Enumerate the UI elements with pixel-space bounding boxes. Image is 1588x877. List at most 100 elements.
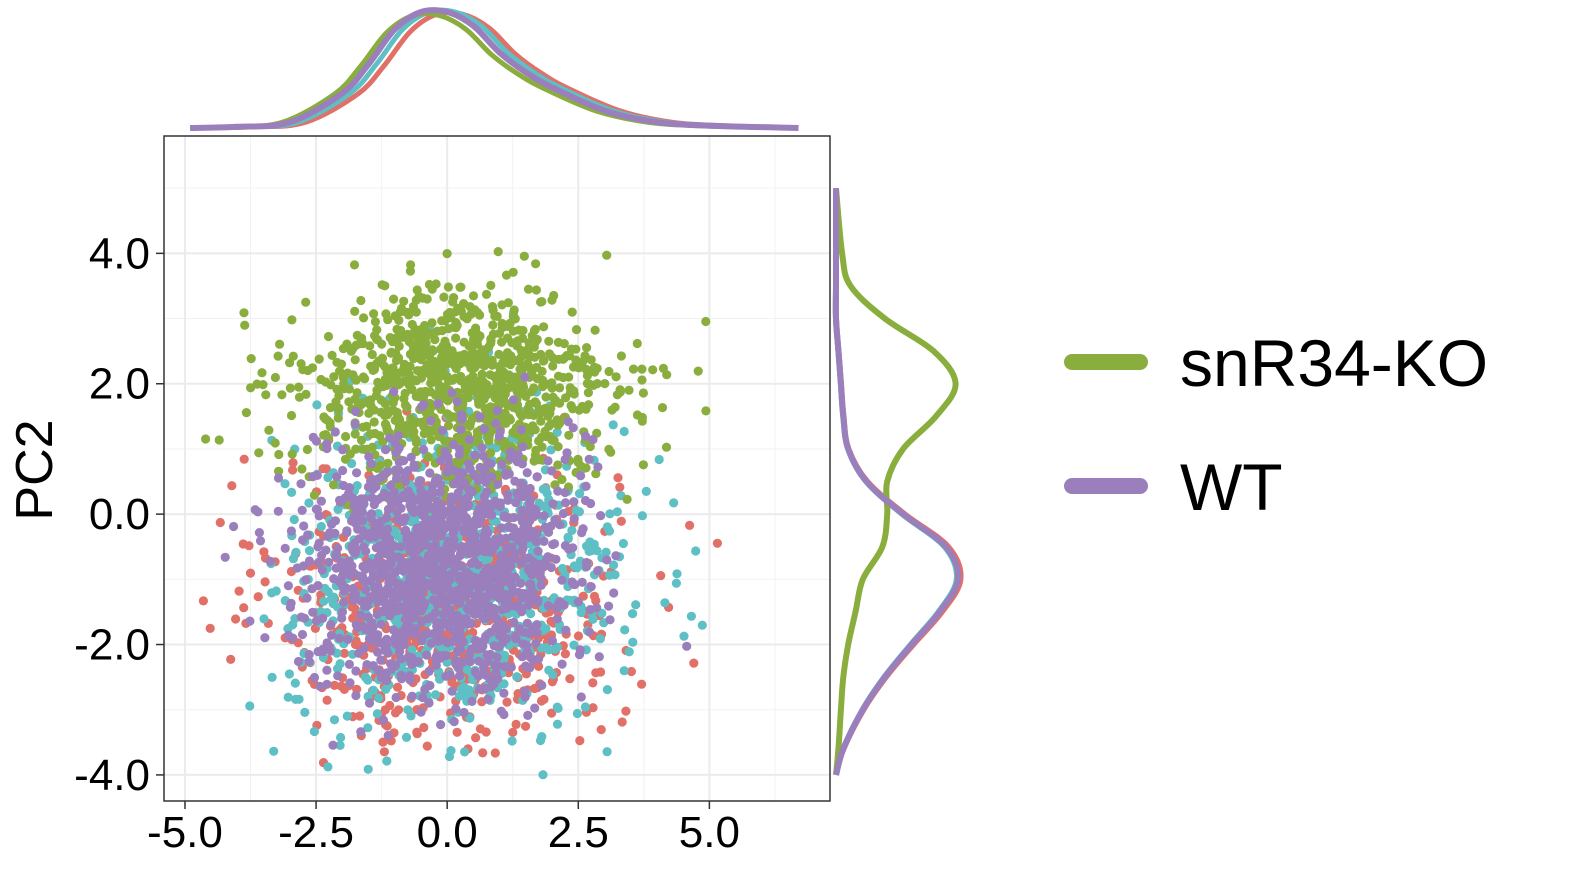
data-point (259, 614, 269, 624)
data-point (536, 405, 547, 416)
data-point (330, 427, 340, 437)
data-point (493, 479, 503, 489)
data-point (429, 551, 439, 561)
data-point (584, 400, 594, 410)
data-point (671, 578, 682, 588)
data-point (516, 425, 527, 435)
data-point (344, 556, 354, 566)
data-point (536, 297, 546, 307)
data-point (584, 379, 595, 389)
data-point (393, 431, 404, 441)
data-point (487, 472, 497, 482)
data-point (376, 395, 386, 405)
data-point (335, 740, 345, 751)
data-point (552, 719, 563, 729)
data-point (296, 359, 306, 369)
data-point (399, 296, 409, 306)
data-point (373, 597, 383, 607)
data-point (524, 628, 534, 639)
data-point (312, 505, 322, 515)
data-point (332, 472, 342, 482)
data-point (464, 485, 474, 495)
data-point (345, 678, 355, 688)
data-point (601, 547, 611, 557)
data-point (691, 546, 701, 556)
data-point (560, 454, 570, 465)
data-point (498, 373, 508, 383)
data-point (351, 666, 361, 676)
data-point (424, 698, 434, 708)
data-point (382, 422, 392, 432)
data-point (550, 397, 560, 407)
data-point (443, 324, 454, 334)
data-point (425, 680, 435, 691)
data-point (409, 460, 419, 470)
data-point (321, 464, 331, 474)
data-point (467, 696, 477, 707)
data-point (351, 406, 361, 417)
data-point (547, 435, 557, 445)
data-point (349, 512, 359, 522)
data-point (452, 523, 462, 533)
data-point (269, 746, 279, 756)
data-point (371, 560, 381, 571)
data-point (425, 468, 435, 478)
data-point (348, 370, 358, 380)
data-point (287, 449, 297, 459)
data-point (506, 447, 516, 457)
data-point (350, 548, 360, 558)
data-point (511, 719, 521, 730)
data-point (427, 502, 437, 512)
data-point (456, 425, 466, 435)
data-point (565, 674, 575, 684)
data-point (254, 528, 264, 538)
data-point (464, 375, 474, 385)
data-point (318, 647, 328, 657)
data-point (512, 672, 522, 682)
marginal-y-curve (832, 188, 960, 776)
data-point (359, 542, 369, 552)
data-point (481, 727, 491, 737)
data-point (500, 650, 510, 660)
data-point (465, 657, 475, 667)
data-point (296, 479, 306, 489)
data-point (385, 700, 395, 711)
data-point (406, 622, 416, 633)
data-point (325, 418, 335, 428)
data-point (539, 536, 549, 547)
marginal-y-density (832, 187, 964, 776)
data-point (530, 352, 540, 362)
data-point (331, 550, 341, 560)
data-point (459, 707, 469, 718)
data-point (431, 608, 441, 618)
data-point (492, 660, 502, 671)
data-point (606, 447, 616, 457)
data-point (425, 328, 435, 338)
data-point (558, 508, 569, 519)
data-point (455, 614, 465, 624)
data-point (551, 554, 561, 564)
data-point (381, 559, 391, 569)
data-point (532, 472, 542, 482)
data-point (585, 441, 595, 452)
x-tick-label: -2.5 (278, 808, 354, 857)
data-point (362, 660, 372, 670)
data-point (689, 658, 699, 668)
data-point (289, 514, 299, 525)
data-point (376, 655, 386, 665)
data-point (605, 509, 615, 519)
data-point (416, 476, 426, 486)
data-point (414, 291, 424, 301)
data-point (472, 339, 482, 349)
data-point (362, 421, 372, 431)
data-point (452, 397, 462, 407)
data-point (338, 344, 348, 354)
data-point (393, 682, 403, 692)
data-point (393, 498, 403, 508)
data-point (396, 654, 406, 664)
data-point (239, 603, 249, 613)
data-point (569, 514, 579, 524)
data-point (477, 369, 487, 379)
data-point (335, 659, 345, 669)
data-point (338, 465, 348, 476)
